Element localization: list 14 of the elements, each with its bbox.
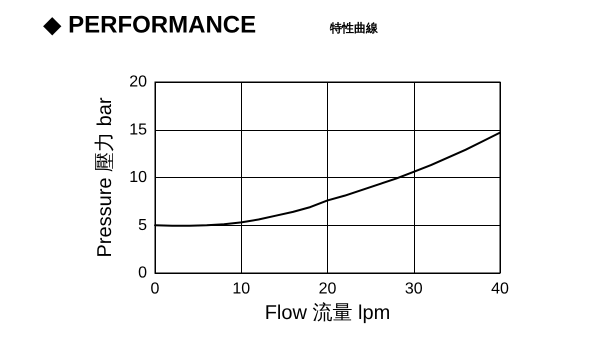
y-tick-label: 5 (138, 216, 148, 234)
x-tick-label: 20 (318, 280, 336, 298)
y-tick-label: 10 (129, 169, 148, 186)
x-axis-title: Flow 流量 lpm (264, 302, 390, 324)
y-tick-label: 0 (138, 264, 148, 282)
y-axis-title: Pressure 壓力 bar (94, 97, 116, 258)
x-tick-label: 10 (232, 280, 250, 298)
x-tick-label: 40 (491, 280, 509, 298)
y-tick-label: 20 (129, 74, 148, 90)
chart-subtitle: 特性曲線 (329, 21, 379, 35)
chart-title: ◆ PERFORMANCE (43, 12, 256, 38)
x-tick-label: 0 (150, 280, 160, 298)
y-tick-label: 15 (129, 121, 148, 138)
x-tick-label: 30 (404, 280, 423, 298)
